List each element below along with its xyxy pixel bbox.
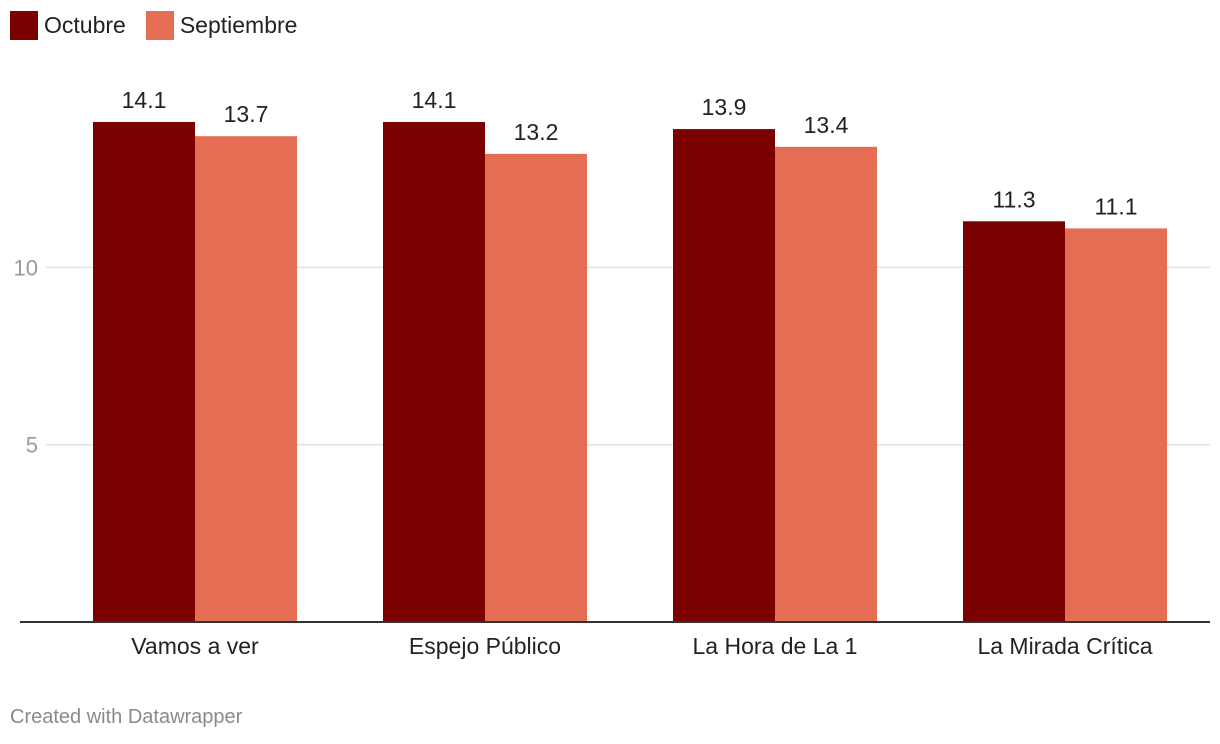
data-label-septiembre-1: 13.2 [514,119,559,145]
data-label-octubre-1: 14.1 [412,87,457,113]
bar-octubre-3 [963,221,1065,623]
bar-septiembre-2 [775,146,877,622]
bar-septiembre-0 [195,136,297,623]
y-tick-label-5: 5 [26,433,38,458]
y-tick-label-10: 10 [14,255,38,280]
data-label-octubre-2: 13.9 [702,94,747,120]
legend-swatch-septiembre [145,11,174,40]
legend-swatch-octubre [10,11,38,40]
x-tick-label-1: Espejo Público [409,633,561,659]
x-tick-label-2: La Hora de La 1 [693,633,858,659]
bar-septiembre-3 [1065,228,1167,622]
legend-label-septiembre: Septiembre [179,12,298,38]
x-tick-label-0: Vamos a ver [131,633,259,659]
data-label-septiembre-0: 13.7 [224,101,269,127]
data-label-octubre-3: 11.3 [992,186,1035,212]
legend-label-octubre: Octubre [44,12,126,38]
data-label-septiembre-3: 11.1 [1094,193,1137,219]
bar-septiembre-1 [485,153,587,622]
bar-octubre-2 [673,129,775,622]
data-label-septiembre-2: 13.4 [804,112,849,138]
legend-item-septiembre: Septiembre [145,11,298,40]
footer-credit: Created with Datawrapper [10,706,243,728]
data-label-octubre-0: 14.1 [122,87,167,113]
bar-octubre-0 [93,122,195,622]
bar-octubre-1 [383,122,485,622]
x-tick-label-3: La Mirada Crítica [977,633,1152,659]
legend-item-octubre: Octubre [10,11,126,40]
legend: Octubre Septiembre [10,11,317,40]
